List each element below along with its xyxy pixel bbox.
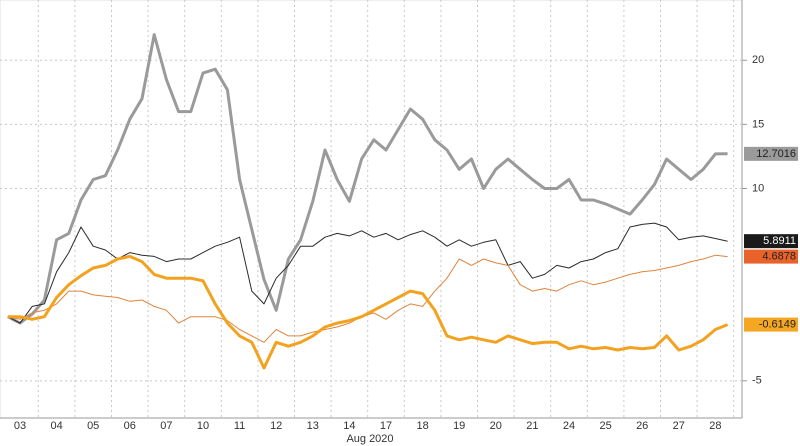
x-tick-label: 11 (234, 420, 245, 432)
value-label-text: 4.6878 (762, 251, 796, 263)
value-label-box (744, 317, 798, 332)
x-tick-label: 06 (124, 420, 136, 432)
value-label: -0.6149 (744, 317, 798, 332)
value-label-text: 5.8911 (763, 235, 796, 247)
x-tick-label: 21 (526, 420, 538, 432)
value-label: 5.8911 (744, 234, 798, 249)
x-tick-label: 10 (197, 420, 209, 432)
value-label-box (744, 234, 798, 249)
x-tick-label: 20 (490, 420, 502, 432)
value-label-box (744, 249, 798, 264)
value-label-text: 12.7016 (756, 148, 796, 160)
x-tick-label: 28 (709, 420, 721, 432)
y-tick-label: 20 (752, 54, 764, 66)
value-label: 4.6878 (744, 249, 798, 264)
series-line (7, 33, 728, 325)
y-tick-label: 10 (752, 182, 764, 194)
x-tick-label: 26 (636, 420, 648, 432)
value-label-text: -0.6149 (759, 318, 796, 330)
value-label: 12.7016 (744, 146, 798, 161)
x-tick-label: 24 (563, 420, 575, 432)
x-tick-label: 13 (307, 420, 319, 432)
x-tick-label: 14 (343, 420, 355, 432)
x-tick-label: 07 (160, 420, 172, 432)
value-label-box (744, 146, 798, 161)
x-axis-title: Aug 2020 (346, 433, 393, 445)
series-line (7, 222, 728, 324)
y-tick-label: -5 (752, 375, 762, 387)
x-tick-label: 27 (673, 420, 685, 432)
x-tick-label: 04 (50, 420, 62, 432)
x-tick-label: 19 (453, 420, 465, 432)
x-tick-label: 05 (87, 420, 99, 432)
y-tick-label: 15 (752, 118, 764, 130)
x-tick-label: 03 (14, 420, 26, 432)
x-tick-label: 18 (416, 420, 428, 432)
x-tick-label: 25 (599, 420, 611, 432)
x-tick-label: 12 (270, 420, 282, 432)
series-line (7, 254, 729, 370)
x-tick-label: 17 (380, 420, 392, 432)
